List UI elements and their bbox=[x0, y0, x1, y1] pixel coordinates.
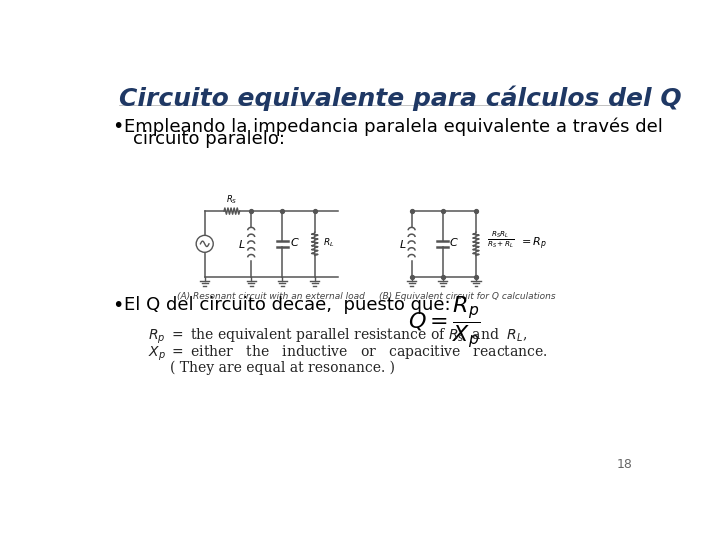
Text: Empleando la impedancia paralela equivalente a través del: Empleando la impedancia paralela equival… bbox=[124, 117, 663, 136]
Text: $\frac{R_S R_L}{R_S + R_L}$: $\frac{R_S R_L}{R_S + R_L}$ bbox=[487, 230, 514, 251]
Text: $R_p\ =$ the equivalent parallel resistance of $R_s$  and  $R_L$,: $R_p\ =$ the equivalent parallel resista… bbox=[148, 327, 528, 346]
Text: ( They are equal at resonance. ): ( They are equal at resonance. ) bbox=[170, 361, 395, 375]
Text: •: • bbox=[112, 296, 123, 315]
Text: $Q = \dfrac{R_p}{X_p}$: $Q = \dfrac{R_p}{X_p}$ bbox=[408, 295, 480, 351]
Text: El Q del circuito decae,  puesto que:: El Q del circuito decae, puesto que: bbox=[124, 296, 451, 314]
Text: (A) Resonant circuit with an external load: (A) Resonant circuit with an external lo… bbox=[177, 292, 365, 301]
Text: $C$: $C$ bbox=[290, 237, 300, 248]
Text: $X_p\ =$ either   the   inductive   or   capacitive   reactance.: $X_p\ =$ either the inductive or capacit… bbox=[148, 343, 548, 363]
Text: •: • bbox=[112, 117, 123, 136]
Text: $L$: $L$ bbox=[399, 238, 406, 250]
Text: Circuito equivalente para cálculos del Q: Circuito equivalente para cálculos del Q bbox=[120, 85, 682, 111]
Circle shape bbox=[196, 235, 213, 252]
Text: circuito paralelo:: circuito paralelo: bbox=[133, 130, 285, 148]
Text: $L$: $L$ bbox=[238, 238, 246, 250]
Text: $R_S$: $R_S$ bbox=[226, 193, 238, 206]
Text: 18: 18 bbox=[616, 458, 632, 471]
Text: $= R_p$: $= R_p$ bbox=[518, 235, 546, 252]
Text: $C$: $C$ bbox=[449, 237, 459, 248]
Text: (B) Equivalent circuit for Q calculations: (B) Equivalent circuit for Q calculation… bbox=[379, 292, 555, 301]
Text: $R_L$: $R_L$ bbox=[323, 236, 335, 248]
